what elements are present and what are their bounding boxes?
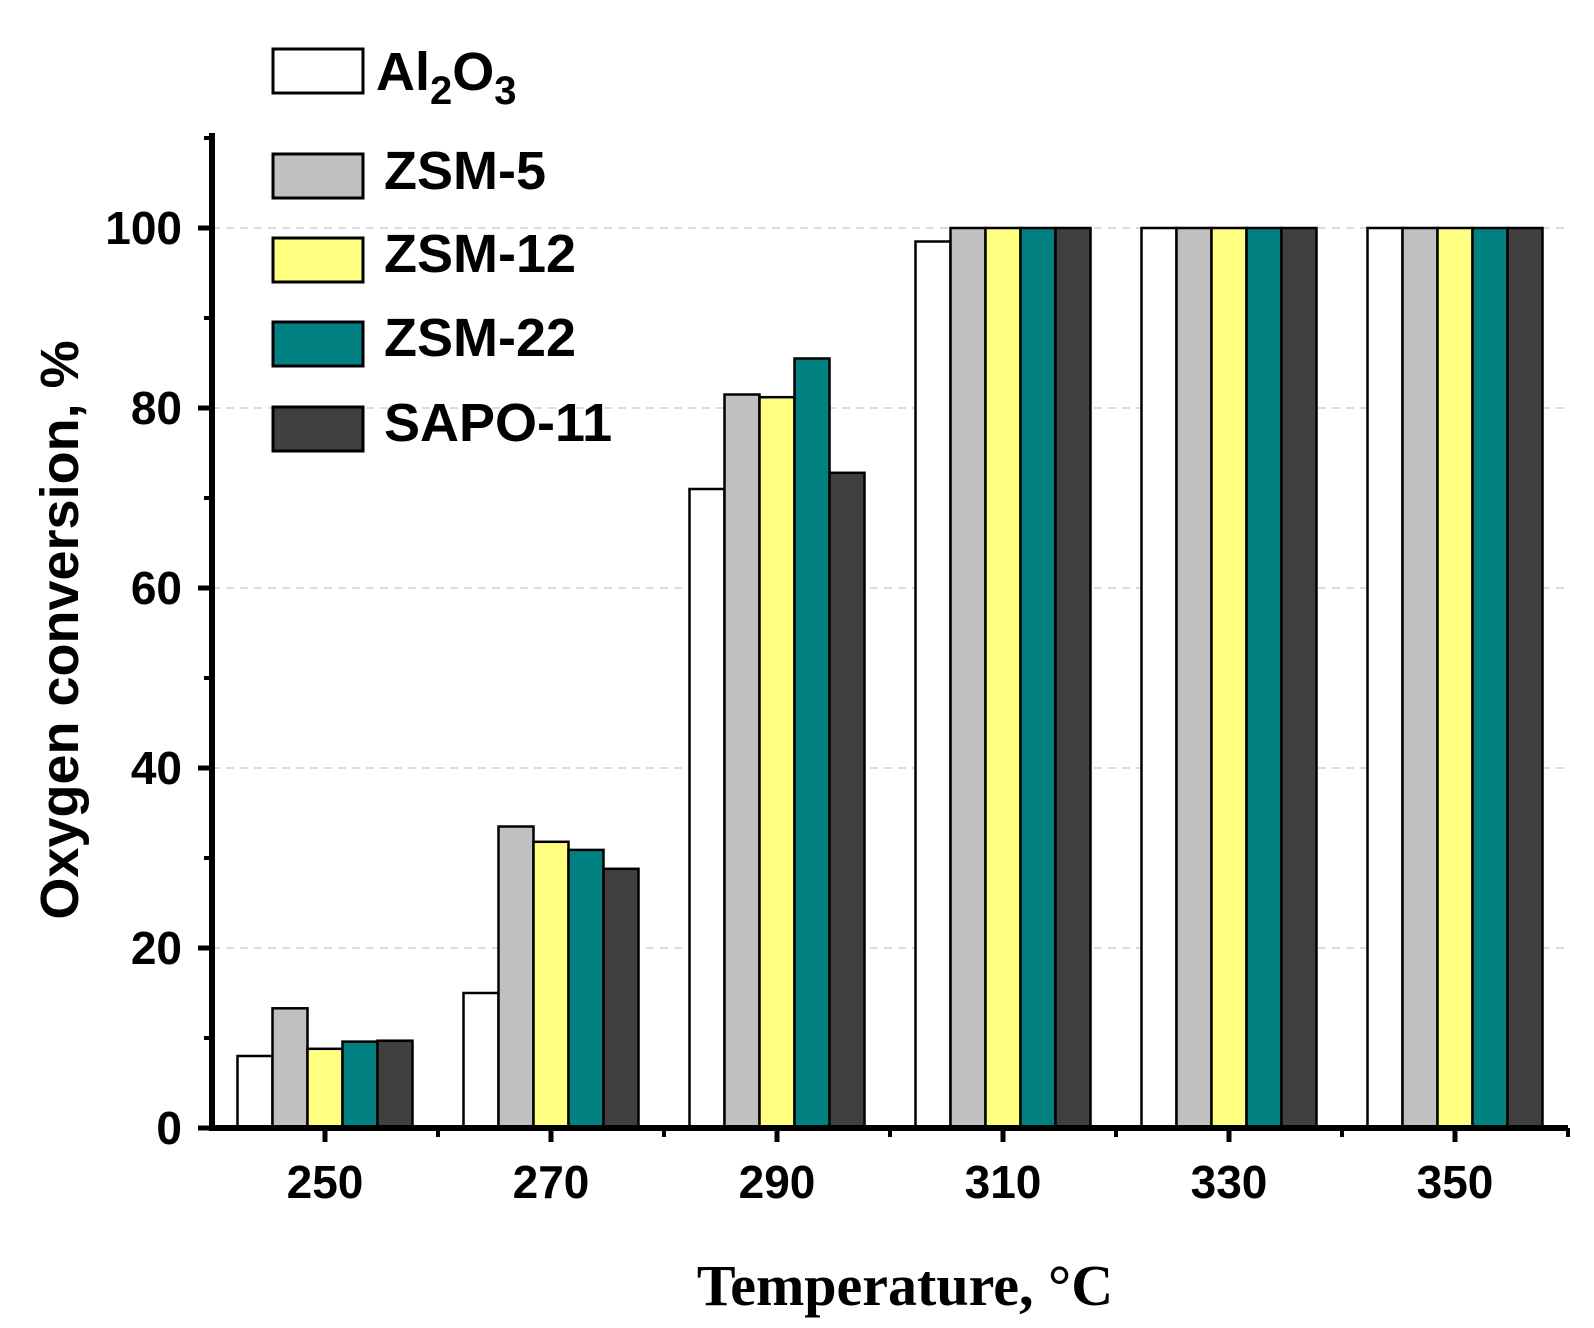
- bar-zsm5-310: [949, 226, 987, 1130]
- bar-zsm22-250: [341, 1040, 379, 1130]
- bar-al2o3-310: [914, 240, 952, 1130]
- bars: [236, 226, 1544, 1130]
- y-tick-label: 0: [156, 1102, 182, 1154]
- bar-zsm5-330: [1175, 226, 1213, 1130]
- bar-sapo11-310: [1054, 226, 1092, 1130]
- legend-label-sapo11: SAPO-11: [384, 393, 612, 453]
- y-tick-label: 60: [131, 562, 182, 614]
- x-axis-title: Temperature, °C: [697, 1253, 1113, 1318]
- bar-zsm5-350: [1401, 226, 1439, 1130]
- bar-zsm5-250: [271, 1007, 309, 1130]
- bar-zsm12-250: [306, 1047, 344, 1130]
- bar-al2o3-330: [1140, 226, 1178, 1130]
- bar-al2o3-250: [236, 1054, 274, 1130]
- legend-al2o3-sub-2: 2: [430, 69, 452, 113]
- bar-sapo11-290: [828, 471, 866, 1130]
- bar-zsm22-270: [567, 848, 605, 1130]
- legend-swatch-zsm22: [271, 320, 365, 368]
- bar-zsm12-270: [532, 840, 570, 1130]
- y-axis-title: Oxygen conversion, %: [30, 340, 90, 919]
- legend-al2o3-part-o: O: [452, 42, 494, 102]
- bar-zsm22-350: [1471, 226, 1509, 1130]
- bar-al2o3-290: [688, 487, 726, 1130]
- x-tick-label: 290: [739, 1156, 816, 1208]
- bar-zsm5-270: [497, 825, 535, 1130]
- bar-zsm22-290: [793, 357, 831, 1130]
- legend-al2o3-part-al: Al: [376, 42, 430, 102]
- bar-zsm12-290: [758, 395, 796, 1130]
- grid-lines: [212, 227, 1568, 949]
- y-tick-label: 20: [131, 922, 182, 974]
- bar-zsm12-310: [984, 226, 1022, 1130]
- legend: Al2O3 ZSM-5 ZSM-12 ZSM-22 SAPO-11: [271, 42, 612, 453]
- bar-sapo11-250: [376, 1039, 414, 1130]
- legend-swatch-sapo11: [271, 405, 365, 453]
- ticks: 0 20 40 60 80 100 250 270 290 310 330 350: [105, 136, 1570, 1208]
- x-tick-label: 270: [513, 1156, 590, 1208]
- legend-label-zsm12: ZSM-12: [384, 224, 576, 284]
- x-tick-label: 350: [1417, 1156, 1494, 1208]
- bar-al2o3-270: [462, 991, 500, 1130]
- bar-al2o3-350: [1366, 226, 1404, 1130]
- bar-zsm12-350: [1436, 226, 1474, 1130]
- legend-swatch-zsm12: [271, 236, 365, 284]
- x-tick-label: 330: [1191, 1156, 1268, 1208]
- bar-zsm12-330: [1210, 226, 1248, 1130]
- x-tick-label: 250: [287, 1156, 364, 1208]
- y-tick-label: 100: [105, 202, 182, 254]
- legend-al2o3-sub-3: 3: [494, 69, 516, 113]
- bar-zsm22-330: [1245, 226, 1283, 1130]
- bar-zsm5-290: [723, 393, 761, 1130]
- legend-label-al2o3: Al2O3: [376, 42, 517, 113]
- y-tick-label: 40: [131, 742, 182, 794]
- legend-swatch-zsm5: [271, 152, 365, 200]
- y-tick-label: 80: [131, 382, 182, 434]
- legend-label-zsm22: ZSM-22: [384, 308, 576, 368]
- legend-swatch-al2o3: [271, 47, 365, 95]
- bar-sapo11-330: [1280, 226, 1318, 1130]
- x-tick-label: 310: [965, 1156, 1042, 1208]
- legend-label-zsm5: ZSM-5: [384, 141, 546, 201]
- bar-sapo11-270: [602, 867, 640, 1130]
- bar-sapo11-350: [1506, 226, 1544, 1130]
- bar-zsm22-310: [1019, 226, 1057, 1130]
